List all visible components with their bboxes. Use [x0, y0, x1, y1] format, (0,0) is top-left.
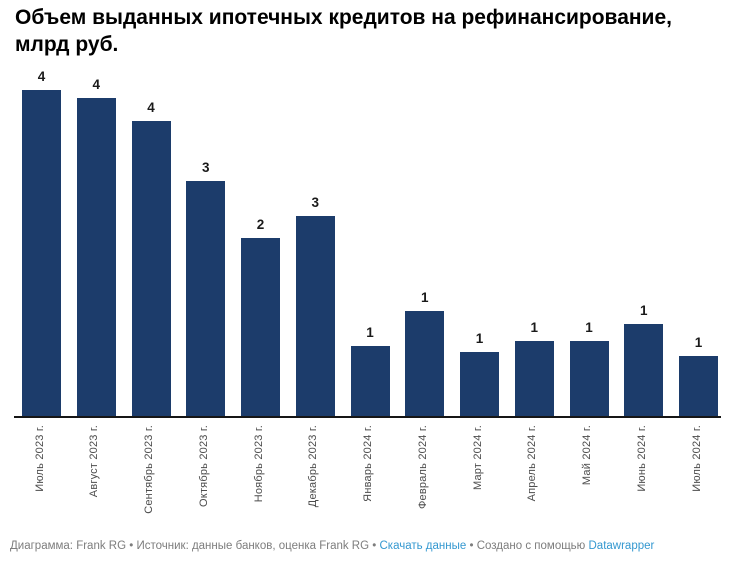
bar-value-label: 4 — [92, 76, 100, 92]
chart-title: Объем выданных ипотечных кредитов на реф… — [15, 4, 727, 59]
bar-value-label: 3 — [201, 160, 210, 176]
bar-value-label: 1 — [530, 320, 538, 335]
chart-credit: Диаграмма: Frank RG — [10, 540, 127, 552]
bar — [569, 341, 609, 417]
bar-value-label: 4 — [37, 69, 46, 85]
bar — [295, 215, 335, 417]
bar — [186, 181, 226, 417]
datawrapper-link[interactable]: Datawrapper — [588, 540, 655, 552]
separator: • — [126, 540, 137, 552]
x-tick-label: Декабрь 2023 г. — [307, 425, 320, 508]
x-tick-label: Октябрь 2023 г. — [197, 425, 210, 507]
bar — [679, 356, 718, 417]
x-tick-label: Апрель 2024 г. — [526, 425, 539, 502]
download-data-link[interactable]: Скачать данные — [379, 540, 467, 552]
x-tick-label: Ноябрь 2023 г. — [252, 425, 265, 503]
x-tick-label: Сентябрь 2023 г. — [143, 425, 155, 514]
bar — [624, 324, 664, 417]
bar-value-label: 1 — [639, 303, 648, 319]
created-with-text: Создано с помощью — [476, 540, 589, 552]
bar-value-label: 3 — [311, 194, 319, 210]
bar-value-label: 1 — [585, 320, 593, 335]
separator: • — [369, 540, 380, 552]
bar — [350, 346, 390, 417]
bar — [514, 341, 554, 417]
bar-value-label: 1 — [366, 325, 374, 341]
source-credit: Источник: данные банков, оценка Frank RG — [136, 540, 370, 552]
bar — [241, 238, 280, 417]
bar-value-label: 4 — [147, 99, 155, 115]
chart-title-line2: млрд руб. — [15, 33, 119, 57]
x-tick-label: Июль 2023 г. — [33, 425, 46, 492]
x-axis-line — [14, 416, 721, 418]
x-tick-label: Март 2024 г. — [471, 425, 484, 491]
chart-title-line1: Объем выданных ипотечных кредитов на реф… — [15, 6, 672, 29]
bar — [22, 90, 61, 417]
x-tick-label: Август 2023 г. — [88, 425, 101, 498]
x-tick-label: Июль 2024 г. — [690, 425, 703, 492]
bar-value-label: 1 — [420, 289, 429, 305]
bar-value-label: 2 — [256, 217, 265, 233]
bar — [131, 120, 171, 417]
footer: Диаграмма: Frank RG • Источник: данные б… — [10, 539, 730, 554]
bar — [405, 310, 445, 417]
x-tick-label: Февраль 2024 г. — [416, 425, 429, 510]
bar — [76, 97, 116, 417]
x-tick-label: Июнь 2024 г. — [635, 425, 648, 492]
bar — [460, 351, 499, 417]
x-tick-label: Май 2024 г. — [581, 425, 593, 486]
separator: • — [466, 540, 477, 552]
bar-value-label: 1 — [694, 335, 703, 351]
bar-value-label: 1 — [475, 330, 484, 346]
x-tick-label: Январь 2024 г. — [362, 425, 374, 502]
